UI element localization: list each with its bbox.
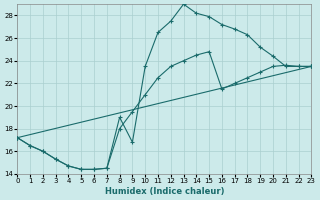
X-axis label: Humidex (Indice chaleur): Humidex (Indice chaleur) <box>105 187 224 196</box>
